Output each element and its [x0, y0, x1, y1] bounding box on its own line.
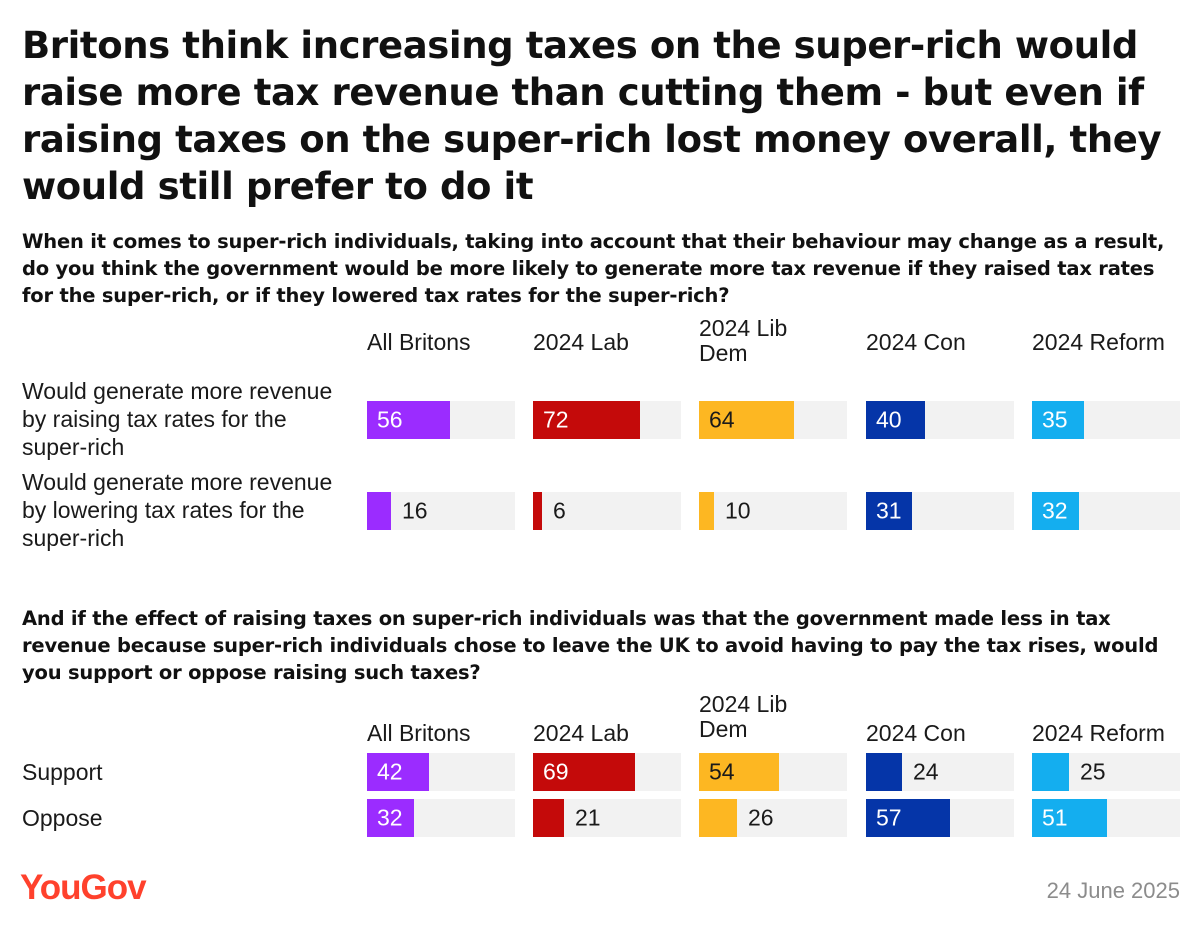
- row-label: Would generate more revenue by lowering …: [22, 469, 333, 551]
- bar: [866, 799, 950, 837]
- data-label: 35: [1042, 406, 1068, 433]
- bar: [1032, 401, 1084, 439]
- bar: [699, 492, 714, 530]
- bar: [866, 401, 925, 439]
- data-label: 16: [402, 497, 428, 524]
- data-label: 54: [709, 758, 735, 785]
- bar-track: 51: [1032, 799, 1180, 837]
- bar-track: 26: [699, 799, 847, 837]
- bar: [533, 492, 542, 530]
- data-label: 69: [543, 758, 569, 785]
- bar: [1032, 799, 1107, 837]
- bar: [866, 753, 902, 791]
- bar: [533, 753, 635, 791]
- column-header: 2024 Con: [866, 329, 966, 355]
- row-label: Support: [22, 759, 103, 785]
- column-header: 2024 Con: [866, 720, 966, 746]
- data-label: 32: [1042, 497, 1068, 524]
- column-header: All Britons: [367, 720, 471, 746]
- bar: [367, 753, 429, 791]
- bar-track: 31: [866, 492, 1014, 530]
- bar: [533, 401, 640, 439]
- data-label: 56: [377, 406, 403, 433]
- data-label: 42: [377, 758, 403, 785]
- column-header: All Britons: [367, 329, 471, 355]
- bar: [367, 799, 414, 837]
- data-label: 31: [876, 497, 902, 524]
- row-label: Oppose: [22, 805, 103, 831]
- bar: [699, 401, 794, 439]
- data-label: 51: [1042, 804, 1068, 831]
- bar-track: 57: [866, 799, 1014, 837]
- yougov-logo: YouGov: [20, 868, 147, 907]
- data-label: 64: [709, 406, 735, 433]
- question-2: And if the effect of raising taxes on su…: [22, 607, 1159, 684]
- bar-track: 40: [866, 401, 1014, 439]
- bar: [866, 492, 912, 530]
- bar: [367, 492, 391, 530]
- bar-track: 6: [533, 492, 681, 530]
- column-header: 2024 Lib Dem: [699, 691, 788, 742]
- bar: [699, 799, 737, 837]
- bar: [699, 753, 779, 791]
- data-label: 10: [725, 497, 751, 524]
- bar-track: 56: [367, 401, 515, 439]
- bar-track: 21: [533, 799, 681, 837]
- data-label: 32: [377, 804, 403, 831]
- data-label: 57: [876, 804, 902, 831]
- bar-track: 54: [699, 753, 847, 791]
- bar-track: 32: [1032, 492, 1180, 530]
- column-header: 2024 Lib Dem: [699, 315, 788, 366]
- column-header: 2024 Reform: [1032, 329, 1165, 355]
- chart-title: Britons think increasing taxes on the su…: [22, 24, 1162, 208]
- data-label: 25: [1080, 758, 1106, 785]
- bar-track: 42: [367, 753, 515, 791]
- bar-track: 69: [533, 753, 681, 791]
- bar-track: 16: [367, 492, 515, 530]
- bar-track: 24: [866, 753, 1014, 791]
- data-label: 6: [553, 497, 566, 524]
- column-header: 2024 Lab: [533, 720, 629, 746]
- bar-track: 25: [1032, 753, 1180, 791]
- bar-track: 64: [699, 401, 847, 439]
- column-header: 2024 Reform: [1032, 720, 1165, 746]
- publish-date: 24 June 2025: [1046, 878, 1180, 903]
- data-label: 26: [748, 804, 774, 831]
- bar: [367, 401, 450, 439]
- data-label: 21: [575, 804, 601, 831]
- bar: [533, 799, 564, 837]
- question-1: When it comes to super-rich individuals,…: [22, 230, 1165, 307]
- bar-track: 10: [699, 492, 847, 530]
- bar-track: 72: [533, 401, 681, 439]
- data-label: 24: [913, 758, 939, 785]
- row-label: Would generate more revenue by raising t…: [22, 378, 333, 460]
- column-header: 2024 Lab: [533, 329, 629, 355]
- bar: [1032, 492, 1079, 530]
- data-label: 72: [543, 406, 569, 433]
- data-label: 40: [876, 406, 902, 433]
- bar-track: 35: [1032, 401, 1180, 439]
- bar-track: 32: [367, 799, 515, 837]
- bar: [1032, 753, 1069, 791]
